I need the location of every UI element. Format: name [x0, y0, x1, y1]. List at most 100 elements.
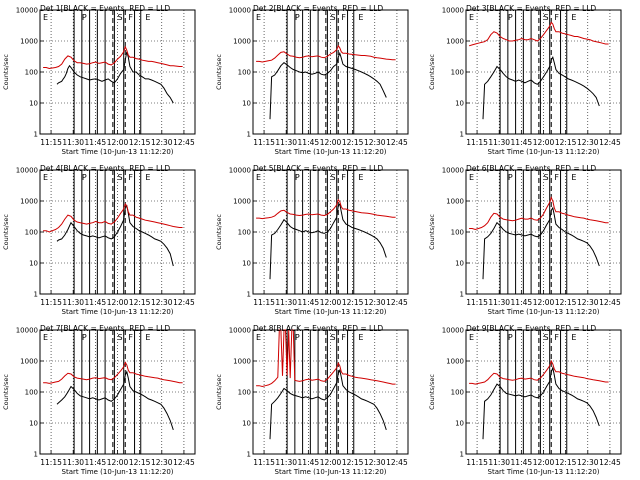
y-axis-label: Counts/sec [2, 54, 10, 90]
marker-label-s: S [331, 13, 336, 22]
x-tick-label: 11:30 [275, 458, 297, 467]
marker-label-e: E [571, 333, 576, 342]
marker-label-e-start: E [256, 13, 261, 22]
x-tick-label: 12:15 [555, 458, 577, 467]
marker-label-p: P [82, 173, 87, 182]
y-tick-label: 100 [25, 389, 38, 397]
x-tick-label: 11:45 [298, 458, 320, 467]
marker-label-s: S [544, 173, 549, 182]
marker-label-e: E [358, 13, 363, 22]
x-axis-label: Start Time (10-Jun-13 11:12:20) [275, 308, 387, 316]
marker-label-p: P [508, 173, 513, 182]
marker-label-e: E [571, 173, 576, 182]
x-tick-label: 12:15 [342, 458, 364, 467]
x-axis-label: Start Time (10-Jun-13 11:12:20) [275, 148, 387, 156]
marker-label-e: E [358, 333, 363, 342]
x-tick-label: 11:45 [298, 138, 320, 147]
plot-frame [465, 329, 622, 455]
x-tick-label: 12:45 [173, 138, 195, 147]
y-tick-label: 10000 [442, 167, 464, 175]
y-tick-label: 1 [247, 131, 251, 139]
y-tick-label: 100 [238, 389, 251, 397]
marker-label-f: F [128, 13, 133, 22]
y-tick-label: 10 [242, 420, 251, 428]
x-tick-label: 12:00 [533, 138, 555, 147]
lld-series-line [469, 196, 609, 231]
x-tick-label: 12:30 [151, 298, 173, 307]
events-series-line [482, 55, 600, 120]
marker-label-f: F [128, 333, 133, 342]
x-tick-label: 12:00 [107, 298, 129, 307]
y-tick-label: 10 [29, 420, 38, 428]
x-tick-label: 12:00 [320, 298, 342, 307]
marker-label-e-start: E [43, 13, 48, 22]
y-tick-label: 10000 [16, 327, 38, 335]
plot-frame [39, 329, 196, 455]
x-axis-label: Start Time (10-Jun-13 11:12:20) [62, 148, 174, 156]
panel-title: Det 3[BLACK = Events, RED = LLD [466, 4, 596, 13]
y-tick-label: 100 [451, 389, 464, 397]
x-tick-label: 11:30 [488, 298, 510, 307]
plot-frame [465, 9, 622, 135]
x-tick-label: 12:15 [342, 298, 364, 307]
panel-det-5: 11:15 11:30 11:45 12:00 12:15 12:30 12:45 1 10 10… [215, 164, 409, 316]
y-tick-label: 10000 [16, 7, 38, 15]
marker-label-e: E [145, 333, 150, 342]
y-tick-label: 1000 [446, 38, 464, 46]
marker-label-p: P [295, 13, 300, 22]
marker-label-e-start: E [43, 173, 48, 182]
y-tick-label: 1 [247, 451, 251, 459]
y-tick-label: 10 [455, 260, 464, 268]
y-tick-label: 10000 [229, 7, 251, 15]
y-axis-label: Counts/sec [428, 374, 436, 410]
panel-title: Det 9[BLACK = Events, RED = LLD [466, 324, 596, 333]
marker-label-s: S [118, 13, 123, 22]
lld-series-line [256, 44, 396, 63]
marker-label-p: P [295, 333, 300, 342]
x-axis-label: Start Time (10-Jun-13 11:12:20) [488, 148, 600, 156]
marker-label-f: F [341, 173, 346, 182]
marker-label-p: P [508, 333, 513, 342]
x-tick-label: 12:45 [599, 138, 621, 147]
panel-title: Det 5[BLACK = Events, RED = LLD [253, 164, 383, 173]
y-axis-label: Counts/sec [2, 214, 10, 250]
y-tick-label: 10 [455, 100, 464, 108]
lld-series-line [43, 45, 183, 70]
marker-label-s: S [331, 333, 336, 342]
x-tick-label: 11:30 [62, 298, 84, 307]
marker-label-p: P [82, 333, 87, 342]
marker-label-e: E [145, 13, 150, 22]
panel-title: Det 2[BLACK = Events, RED = LLD [253, 4, 383, 13]
lld-series-line [469, 359, 609, 385]
x-tick-label: 12:15 [129, 458, 151, 467]
marker-label-s: S [544, 333, 549, 342]
y-tick-label: 10 [455, 420, 464, 428]
y-tick-label: 100 [25, 229, 38, 237]
marker-label-e: E [358, 173, 363, 182]
plot-frame [465, 169, 622, 295]
events-series-line [482, 366, 600, 440]
x-tick-label: 12:15 [129, 138, 151, 147]
x-tick-label: 12:30 [577, 458, 599, 467]
panel-title: Det 4[BLACK = Events, RED = LLD [40, 164, 170, 173]
y-tick-label: 1000 [233, 38, 251, 46]
panel-det-1: 11:15 11:30 11:45 12:00 12:15 12:30 12:45 1 10 10… [2, 4, 196, 156]
marker-label-e: E [145, 173, 150, 182]
marker-label-f: F [554, 13, 559, 22]
y-tick-label: 10 [29, 100, 38, 108]
y-axis-label: Counts/sec [215, 374, 223, 410]
x-tick-label: 11:45 [85, 138, 107, 147]
panel-title: Det 8[BLACK = Events, RED = LLD [253, 324, 383, 333]
y-axis-label: Counts/sec [428, 54, 436, 90]
y-tick-label: 1 [34, 291, 38, 299]
x-axis-label: Start Time (10-Jun-13 11:12:20) [62, 308, 174, 316]
y-tick-label: 10000 [16, 167, 38, 175]
marker-label-e-start: E [469, 13, 474, 22]
x-tick-label: 12:00 [533, 458, 555, 467]
marker-label-f: F [554, 173, 559, 182]
x-tick-label: 11:45 [85, 298, 107, 307]
marker-label-p: P [295, 173, 300, 182]
marker-label-s: S [331, 173, 336, 182]
x-tick-label: 12:30 [577, 298, 599, 307]
y-tick-label: 10 [242, 260, 251, 268]
